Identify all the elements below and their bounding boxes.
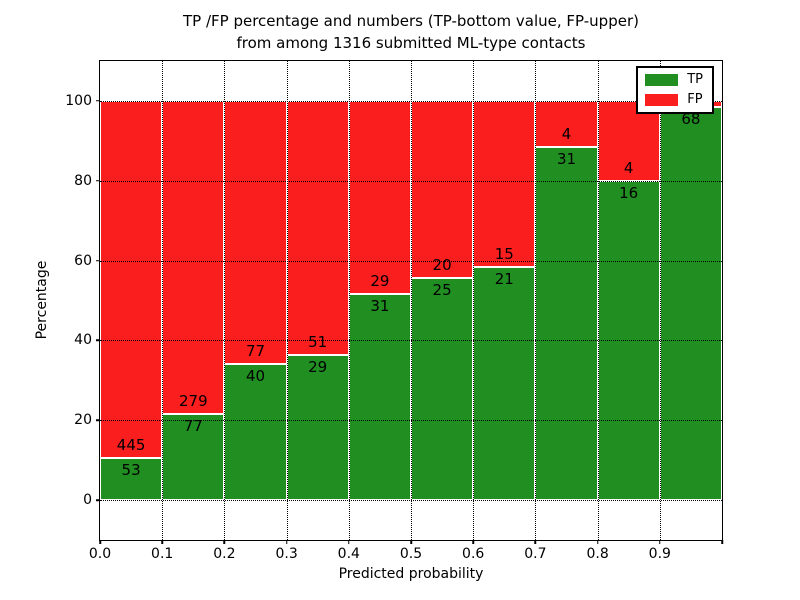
- fp-count-label: 279: [178, 391, 208, 410]
- y-tick: [96, 100, 100, 102]
- chart-title: TP /FP percentage and numbers (TP-bottom…: [99, 10, 723, 54]
- fp-count-label: 4: [561, 124, 572, 143]
- gridline-vertical: [286, 61, 288, 540]
- gridline-vertical: [348, 61, 350, 540]
- y-tick-label: 20: [74, 412, 92, 429]
- bar-segment-fp: [411, 100, 474, 279]
- x-tick: [161, 540, 163, 544]
- legend-swatch-fp: [645, 94, 679, 106]
- bar-segment-tp: [286, 355, 349, 501]
- tp-count-label: 21: [494, 270, 514, 289]
- x-tick: [348, 540, 350, 544]
- fp-count-label: 77: [245, 341, 266, 360]
- chart-title-line1: TP /FP percentage and numbers (TP-bottom…: [183, 12, 639, 30]
- y-axis-label: Percentage: [34, 260, 50, 340]
- gridline-vertical: [473, 61, 475, 540]
- x-tick: [285, 540, 288, 544]
- gridline-vertical: [224, 61, 226, 540]
- legend-label-fp: FP: [687, 92, 703, 107]
- bar-segment-fp: [224, 100, 287, 364]
- bar-segment-tp: [162, 413, 225, 501]
- y-tick: [96, 499, 100, 501]
- bar-segment-tp: [473, 267, 536, 501]
- x-tick-label: 0.8: [586, 546, 609, 562]
- bar-segment-fp: [286, 100, 349, 356]
- x-axis-label: Predicted probability: [338, 566, 484, 582]
- legend: TP FP: [636, 66, 714, 114]
- tp-count-label: 40: [245, 366, 266, 385]
- y-tick: [96, 339, 100, 342]
- y-tick-label: 0: [83, 492, 92, 509]
- bar-segment-fp: [473, 100, 536, 268]
- x-tick-label: 0.9: [648, 546, 671, 562]
- bar-segment-fp: [535, 100, 598, 147]
- tp-count-label: 68: [681, 109, 701, 128]
- x-tick: [410, 540, 412, 544]
- bar-segment-tp: [100, 457, 163, 501]
- legend-row-fp: FP: [645, 93, 703, 107]
- x-tick-label: 0.5: [399, 546, 423, 562]
- x-tick-label: 0.3: [275, 546, 298, 562]
- x-tick-label: 0.0: [88, 546, 112, 562]
- y-tick-label: 100: [65, 92, 92, 109]
- gridline-vertical: [535, 61, 537, 540]
- tp-count-label: 77: [183, 416, 203, 435]
- fp-count-label: 29: [370, 271, 390, 290]
- tp-count-label: 53: [121, 460, 141, 479]
- legend-row-tp: TP: [645, 73, 703, 87]
- x-tick-label: 0.1: [151, 546, 174, 562]
- x-tick: [659, 540, 661, 544]
- bar-segment-tp: [535, 146, 598, 501]
- bar-segment-tp: [348, 293, 411, 501]
- tp-count-label: 29: [308, 358, 328, 377]
- y-tick-label: 60: [74, 252, 92, 269]
- x-tick-label: 0.7: [524, 546, 547, 562]
- x-tick-label: 0.6: [462, 546, 485, 562]
- gridline-vertical: [597, 61, 599, 540]
- fp-count-label: 51: [308, 333, 328, 352]
- x-tick: [721, 540, 723, 544]
- tp-count-label: 31: [370, 296, 390, 315]
- y-tick: [96, 180, 100, 182]
- x-tick: [223, 540, 226, 544]
- tp-count-label: 25: [432, 281, 452, 300]
- x-tick: [99, 540, 101, 544]
- y-tick: [96, 259, 100, 262]
- gridline-vertical: [659, 61, 661, 540]
- gridline-vertical: [162, 61, 164, 540]
- y-tick-label: 40: [74, 332, 92, 349]
- gridline-vertical: [411, 61, 412, 540]
- y-tick: [96, 419, 100, 421]
- fp-count-label: 445: [116, 435, 146, 454]
- fp-count-label: 4: [623, 158, 634, 177]
- x-tick: [534, 540, 537, 544]
- tp-count-label: 31: [556, 149, 577, 168]
- chart-title-line2: from among 1316 submitted ML-type contac…: [236, 34, 586, 52]
- x-tick: [472, 540, 474, 544]
- fp-count-label: 15: [494, 245, 514, 264]
- x-tick-label: 0.4: [337, 546, 360, 562]
- legend-swatch-tp: [645, 74, 679, 86]
- bar-segment-tp: [659, 106, 722, 501]
- bar-segment-tp: [411, 278, 474, 501]
- bar-segment-fp: [348, 100, 411, 294]
- x-tick: [596, 540, 599, 544]
- bar-segment-fp: [100, 100, 163, 458]
- bar-segment-fp: [162, 100, 225, 414]
- plot-area: TP FP 445 53 279 77 77 40 51 29 29 31 20 25 15 21 4 31 4 1…: [65, 60, 723, 562]
- legend-label-tp: TP: [687, 72, 703, 87]
- fp-count-label: 20: [432, 256, 452, 275]
- x-tick-label: 0.2: [213, 546, 236, 562]
- y-tick-label: 80: [74, 172, 92, 189]
- tp-count-label: 16: [619, 183, 639, 202]
